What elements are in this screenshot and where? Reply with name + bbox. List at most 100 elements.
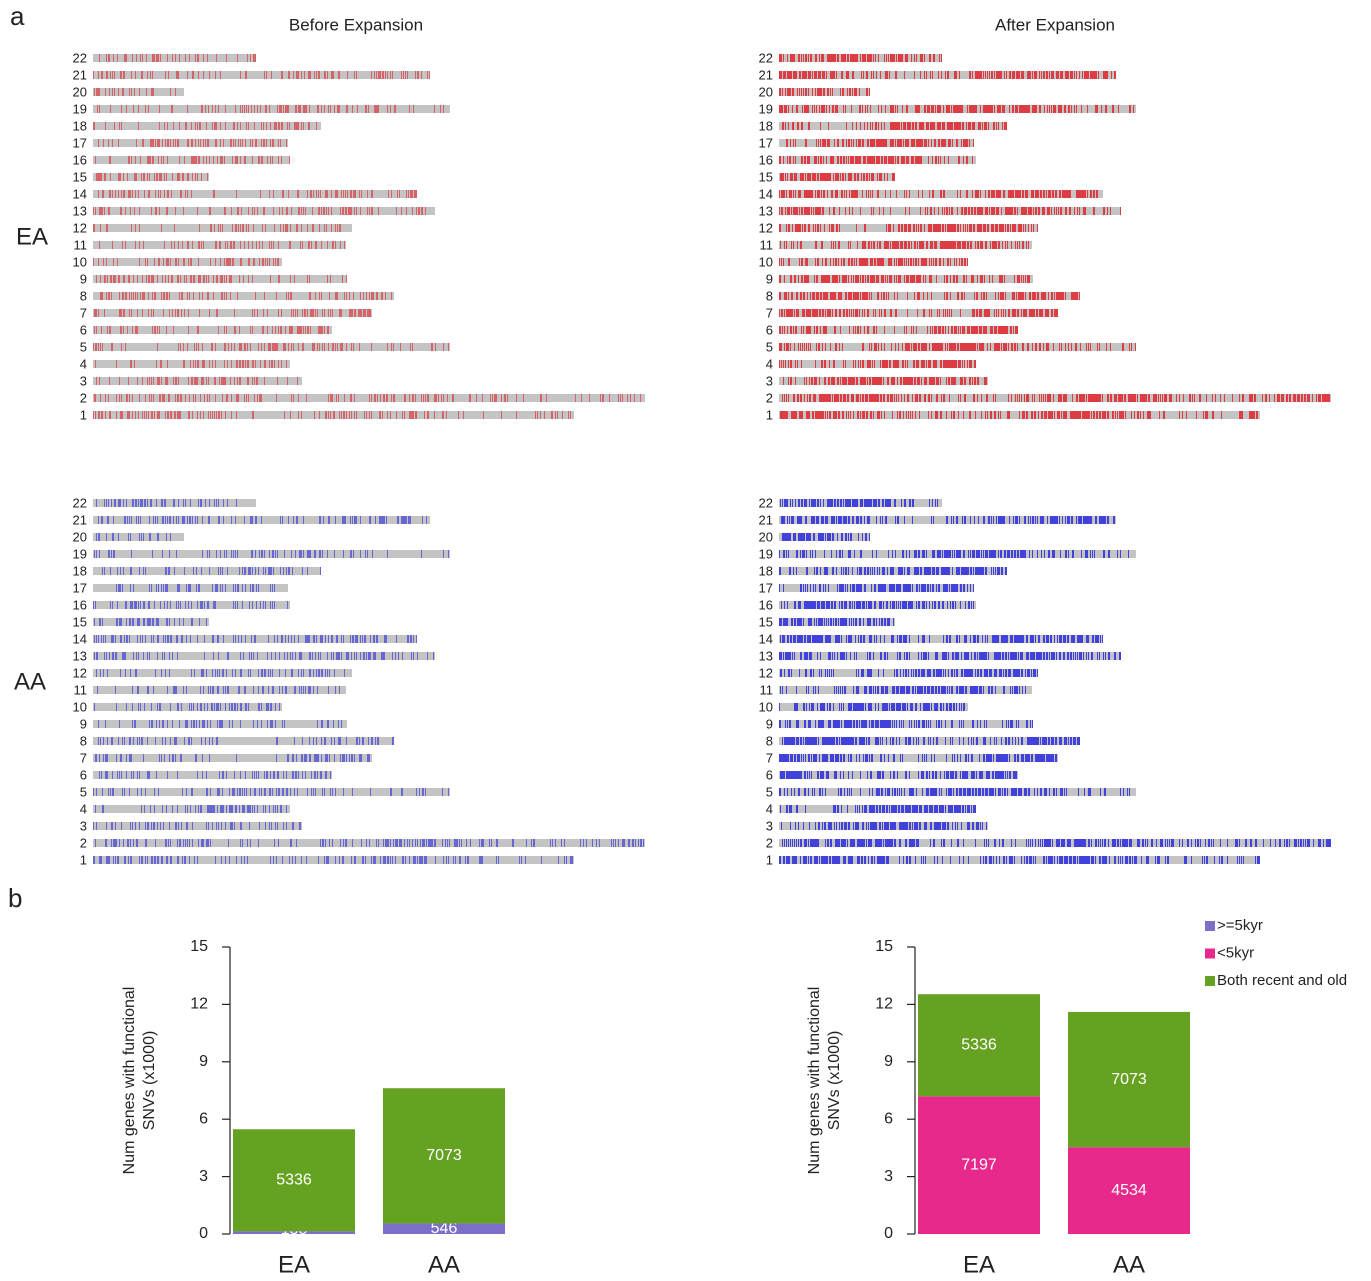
panel-label: b bbox=[8, 883, 22, 913]
snv-stripes bbox=[779, 258, 968, 266]
row-label: AA bbox=[14, 668, 46, 695]
snv-stripes bbox=[102, 567, 321, 575]
chromosome-label: 4 bbox=[80, 356, 87, 371]
column-title: Before Expansion bbox=[289, 15, 423, 34]
snv-stripes bbox=[96, 669, 345, 677]
y-tick-label: 9 bbox=[199, 1053, 208, 1070]
chromosome-label: 6 bbox=[766, 322, 773, 337]
y-tick-label: 12 bbox=[190, 996, 208, 1013]
chromosome-bar bbox=[779, 737, 1080, 745]
chromosome-label: 1 bbox=[80, 852, 87, 867]
chromosome-label: 4 bbox=[766, 356, 773, 371]
chromosome-label: 3 bbox=[80, 818, 87, 833]
chromosome-bar bbox=[93, 533, 184, 541]
value-label: 7073 bbox=[1111, 1071, 1147, 1088]
chromosome-label: 10 bbox=[759, 254, 773, 269]
chromosome-label: 6 bbox=[766, 767, 773, 782]
snv-stripes bbox=[98, 516, 427, 524]
chromosome-label: 14 bbox=[73, 631, 87, 646]
chromosome-label: 16 bbox=[759, 597, 773, 612]
snv-stripes bbox=[93, 856, 573, 864]
bar-segment bbox=[1068, 1011, 1190, 1148]
chromosome-label: 12 bbox=[73, 220, 87, 235]
snv-stripes bbox=[99, 771, 331, 779]
snv-stripes bbox=[99, 54, 256, 62]
y-tick-label: 0 bbox=[884, 1225, 893, 1242]
y-axis-label: SNVs (x1000) bbox=[141, 1031, 158, 1131]
snv-stripes bbox=[779, 54, 942, 62]
snv-stripes bbox=[98, 190, 417, 198]
chromosome-label: 14 bbox=[73, 186, 87, 201]
y-tick-label: 3 bbox=[199, 1168, 208, 1185]
chromosome-bar bbox=[779, 635, 1103, 643]
snv-stripes bbox=[779, 156, 973, 164]
chromosome-bar bbox=[93, 105, 450, 113]
chromosome-bar bbox=[93, 805, 290, 813]
chromosome-label: 7 bbox=[80, 750, 87, 765]
snv-stripes bbox=[780, 173, 895, 181]
snv-stripes bbox=[93, 601, 288, 609]
y-tick-label: 0 bbox=[199, 1225, 208, 1242]
chromosome-label: 4 bbox=[80, 801, 87, 816]
chromosome-label: 15 bbox=[759, 169, 773, 184]
snv-stripes bbox=[782, 737, 1080, 745]
chromosome-label: 5 bbox=[766, 784, 773, 799]
chromosome-label: 18 bbox=[759, 563, 773, 578]
bar-segment bbox=[383, 1088, 505, 1224]
chromosome-bar bbox=[93, 343, 450, 351]
chromosome-bar bbox=[93, 737, 394, 745]
snv-stripes bbox=[779, 88, 870, 96]
y-tick-label: 15 bbox=[875, 938, 893, 955]
chromosome-label: 5 bbox=[80, 339, 87, 354]
chromosome-bar bbox=[779, 394, 1331, 402]
snv-stripes bbox=[99, 241, 345, 249]
snv-stripes bbox=[93, 71, 430, 79]
bar-segment bbox=[918, 994, 1040, 1097]
snv-stripes bbox=[779, 275, 1030, 283]
chromosome-label: 7 bbox=[80, 305, 87, 320]
chromosome-label: 21 bbox=[759, 67, 773, 82]
chromosome-bar bbox=[93, 190, 417, 198]
y-tick-label: 6 bbox=[884, 1110, 893, 1127]
snv-stripes bbox=[116, 584, 275, 592]
snv-stripes bbox=[93, 411, 571, 419]
snv-stripes bbox=[780, 499, 938, 507]
chromosome-bar bbox=[779, 584, 974, 592]
value-label: 5336 bbox=[276, 1172, 312, 1189]
y-tick-label: 9 bbox=[884, 1053, 893, 1070]
chromosome-label: 3 bbox=[766, 818, 773, 833]
bar-segment bbox=[233, 1129, 355, 1232]
chromosome-label: 16 bbox=[759, 152, 773, 167]
snv-stripes bbox=[780, 686, 1026, 694]
snv-stripes bbox=[782, 122, 1007, 130]
snv-stripes bbox=[95, 156, 290, 164]
chromosome-label: 20 bbox=[759, 529, 773, 544]
chromosome-label: 15 bbox=[73, 614, 87, 629]
chromosome-bar bbox=[779, 822, 988, 830]
legend-swatch bbox=[1205, 921, 1215, 931]
y-axis-label: Num genes with functional bbox=[806, 987, 823, 1175]
chromosome-bar bbox=[93, 71, 430, 79]
legend-label: Both recent and old bbox=[1217, 972, 1347, 989]
snv-stripes bbox=[779, 343, 1136, 351]
chromosome-bar bbox=[93, 550, 450, 558]
chromosome-label: 20 bbox=[759, 84, 773, 99]
snv-stripes bbox=[779, 703, 965, 711]
value-label: 4534 bbox=[1111, 1182, 1147, 1199]
snv-stripes bbox=[98, 720, 342, 728]
chromosome-label: 13 bbox=[73, 648, 87, 663]
snv-stripes bbox=[779, 720, 1033, 728]
chromosome-bar bbox=[93, 292, 394, 300]
snv-stripes bbox=[779, 224, 1038, 232]
chromosome-label: 18 bbox=[759, 118, 773, 133]
chromosome-label: 8 bbox=[766, 733, 773, 748]
chromosome-label: 17 bbox=[759, 580, 773, 595]
chromosome-bar bbox=[779, 652, 1121, 660]
chromosome-label: 1 bbox=[766, 407, 773, 422]
chromosome-label: 21 bbox=[759, 512, 773, 527]
snv-stripes bbox=[100, 292, 392, 300]
chromosome-bar bbox=[779, 720, 1033, 728]
chromosome-label: 11 bbox=[74, 237, 88, 252]
chromosome-bar bbox=[779, 686, 1032, 694]
snv-stripes bbox=[95, 754, 370, 762]
